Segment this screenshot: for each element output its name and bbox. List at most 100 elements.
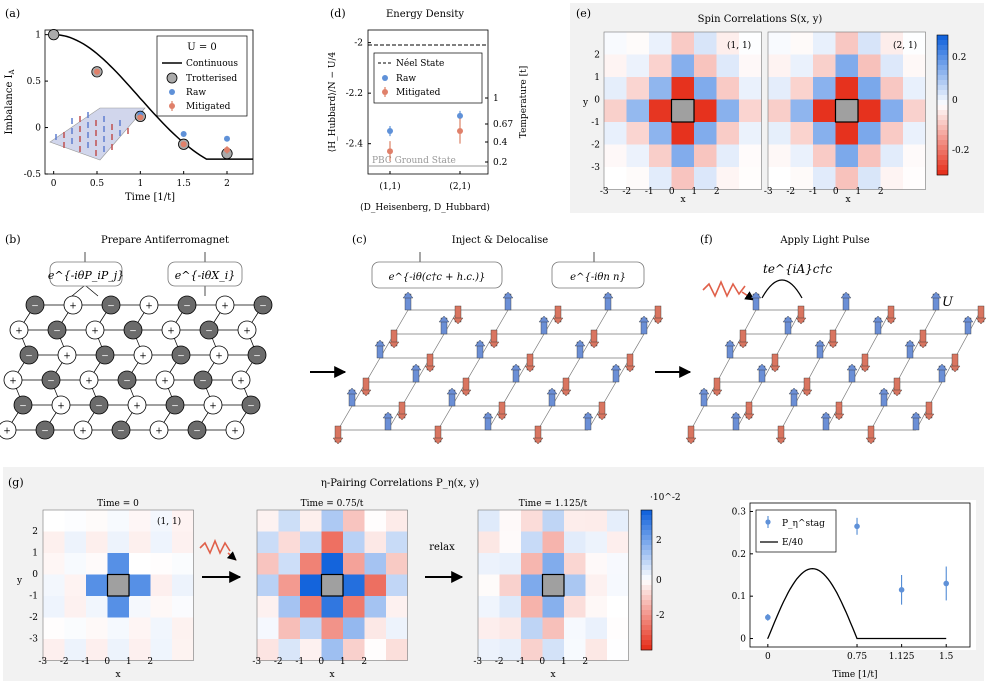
g-xtick-label: 0 bbox=[104, 657, 110, 667]
panel-e-title: Spin Correlations S(x, y) bbox=[698, 14, 823, 25]
spin-head bbox=[814, 339, 826, 347]
legend-continuous: Continuous bbox=[186, 59, 238, 69]
spin-head bbox=[502, 291, 514, 299]
map-cell bbox=[64, 574, 86, 596]
raw-point bbox=[224, 135, 230, 142]
spin-head bbox=[602, 291, 614, 299]
p-eta-point bbox=[943, 580, 950, 587]
map-cell bbox=[604, 32, 627, 55]
map-cell bbox=[386, 553, 408, 575]
mitigated-point bbox=[457, 128, 463, 135]
map-cell bbox=[499, 531, 521, 553]
cbar-seg bbox=[937, 65, 948, 71]
map-cell bbox=[107, 531, 129, 553]
e-xtick-label: 2 bbox=[714, 187, 720, 197]
map-cell bbox=[813, 122, 836, 145]
plus-site bbox=[237, 320, 257, 340]
cbar-seg bbox=[641, 625, 652, 631]
map-cell bbox=[107, 639, 129, 661]
map-cell bbox=[835, 167, 858, 190]
site-sign: − bbox=[25, 352, 33, 362]
cbar-seg bbox=[641, 610, 652, 616]
gate-box-int bbox=[551, 261, 645, 289]
map-cell bbox=[300, 574, 322, 596]
map-cell bbox=[903, 99, 926, 122]
map-cell bbox=[739, 77, 762, 100]
legend-title: U = 0 bbox=[187, 42, 217, 53]
map-cell bbox=[649, 167, 672, 190]
cbar-seg bbox=[641, 570, 652, 576]
minus-site bbox=[111, 420, 131, 440]
panel-d-frame bbox=[367, 29, 489, 175]
minus-site bbox=[253, 295, 273, 315]
spin-head bbox=[820, 411, 832, 419]
g-ytick-label: -2 bbox=[29, 613, 38, 623]
site-sign: + bbox=[231, 427, 239, 437]
map-cell bbox=[343, 596, 365, 618]
spin-head bbox=[432, 437, 444, 445]
map-cell bbox=[278, 617, 300, 639]
minus-site bbox=[117, 370, 137, 390]
map-cell bbox=[521, 596, 543, 618]
map-cell bbox=[257, 553, 279, 575]
cbar-seg bbox=[937, 140, 948, 146]
spin-head bbox=[795, 317, 807, 325]
cbar-seg bbox=[641, 525, 652, 531]
spin-head bbox=[891, 389, 903, 397]
map-cell bbox=[604, 122, 627, 145]
gate-box-x bbox=[167, 261, 243, 287]
site-sign: + bbox=[85, 377, 93, 387]
map-cell bbox=[172, 617, 194, 639]
e-xtick-label: -3 bbox=[600, 187, 609, 197]
map-cell bbox=[343, 639, 365, 661]
map-cell bbox=[564, 596, 586, 618]
map-cell bbox=[64, 531, 86, 553]
cbar-seg bbox=[937, 55, 948, 61]
relax-label: relax bbox=[429, 542, 455, 553]
map-cell bbox=[386, 617, 408, 639]
g-xtick-label: -1 bbox=[295, 657, 304, 667]
map-cell bbox=[671, 144, 694, 167]
e-xtick-label: -2 bbox=[622, 187, 631, 197]
cbar-seg bbox=[641, 645, 652, 651]
gate-box-hop bbox=[371, 261, 503, 289]
map-cell bbox=[716, 54, 739, 77]
minus-site bbox=[171, 345, 191, 365]
map-cell bbox=[607, 531, 629, 553]
spin-head bbox=[360, 389, 372, 397]
spin-head bbox=[538, 315, 550, 323]
site-sign: − bbox=[41, 427, 49, 437]
cbar-seg bbox=[937, 135, 948, 141]
map-cell bbox=[813, 167, 836, 190]
antiferromagnet-lattice: − + − + − + − + − + − + − + − + − + − + − + − + − + − + − + − + − + − + − + − +… bbox=[0, 295, 273, 440]
map-cell bbox=[607, 596, 629, 618]
spin-head bbox=[840, 291, 852, 299]
cbar-seg bbox=[641, 595, 652, 601]
e-xtick-label: 1 bbox=[855, 187, 861, 197]
g-xtick-label: -3 bbox=[252, 657, 261, 667]
map-cell bbox=[649, 77, 672, 100]
map-frame bbox=[767, 31, 926, 190]
plus-site bbox=[0, 420, 17, 440]
site-sign: + bbox=[91, 327, 99, 337]
g-ytick-label: 0 bbox=[32, 570, 38, 580]
raw-point bbox=[180, 131, 187, 138]
map-cell bbox=[626, 122, 649, 145]
panel-b-title: Prepare Antiferromagnet bbox=[101, 235, 229, 246]
map-frame bbox=[477, 509, 629, 661]
map-cell bbox=[521, 531, 543, 553]
map-cell bbox=[564, 553, 586, 575]
map-cell bbox=[585, 596, 607, 618]
energy-curve bbox=[767, 567, 947, 640]
cbar-seg bbox=[937, 100, 948, 106]
d-xtick-label: (1,1) bbox=[379, 181, 400, 192]
map-cell bbox=[43, 596, 65, 618]
spin-head bbox=[962, 315, 974, 323]
cbar-frame bbox=[640, 509, 653, 651]
cbar-seg bbox=[641, 565, 652, 571]
map-cell bbox=[278, 510, 300, 532]
map-cell bbox=[278, 531, 300, 553]
minus-site bbox=[101, 295, 121, 315]
minus-site bbox=[165, 395, 185, 415]
spin-head bbox=[552, 317, 564, 325]
